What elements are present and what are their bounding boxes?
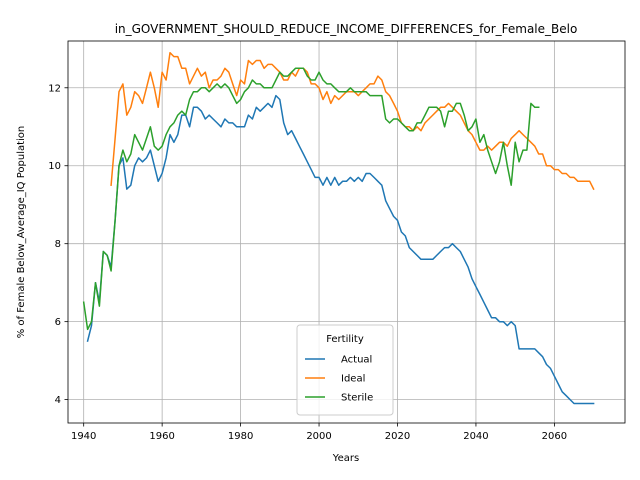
- y-tick-label: 10: [48, 161, 61, 172]
- x-tick-label: 1960: [149, 431, 174, 442]
- x-tick-label: 2020: [385, 431, 410, 442]
- y-tick-label: 4: [55, 395, 61, 406]
- plot-frame: [67, 40, 626, 424]
- x-tick-label: 1940: [71, 431, 96, 442]
- grid: [68, 41, 625, 423]
- y-tick-label: 12: [48, 83, 61, 94]
- legend-label-ideal: Ideal: [341, 374, 365, 385]
- series-line-sterile: [82, 67, 540, 331]
- legend-box: [296, 324, 394, 416]
- series-line-ideal: [110, 51, 595, 191]
- x-tick-label: 2040: [463, 431, 488, 442]
- chart-title: in_GOVERNMENT_SHOULD_REDUCE_INCOME_DIFFE…: [115, 22, 578, 36]
- y-axis-label: % of Female Below_Average_IQ Population: [16, 126, 27, 339]
- x-tick-label: 1980: [228, 431, 253, 442]
- series-line-actual: [86, 94, 595, 405]
- legend-title: Fertility: [326, 334, 364, 345]
- y-tick-label: 6: [55, 317, 61, 328]
- y-tick-label: 8: [55, 239, 61, 250]
- axis-ticks: 1940 1960 1980 2000 2020 2040 2060 4 6 8 10 12: [48, 83, 567, 442]
- x-axis-label: Years: [332, 453, 359, 464]
- x-tick-label: 2000: [306, 431, 331, 442]
- legend-label-actual: Actual: [341, 355, 372, 366]
- series-lines: [82, 51, 595, 405]
- x-tick-label: 2060: [542, 431, 567, 442]
- legend-label-sterile: Sterile: [341, 393, 373, 404]
- legend: Fertility Actual Ideal Sterile: [296, 324, 394, 416]
